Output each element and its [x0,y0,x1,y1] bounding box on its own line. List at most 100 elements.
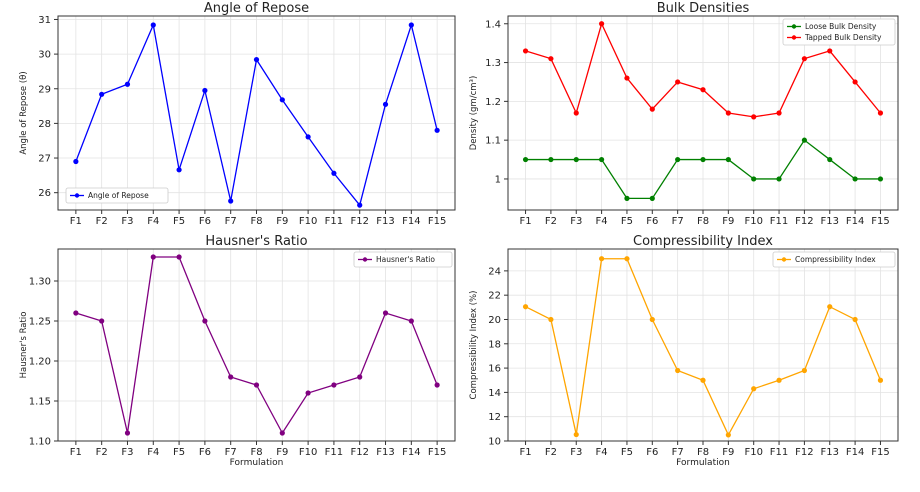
chart-panel-1: F1 F2 F3 F4 F5 F6 F7 F8 F9 F10 F11 F12 F13 F14 F15 26 27… [19,1,456,227]
x-tick-label: F14 [402,447,420,458]
data-point [548,56,554,62]
data-point [725,432,731,438]
data-point [176,167,182,173]
data-point [73,158,79,165]
y-tick-label: 16 [488,364,501,375]
x-tick-label: F5 [621,216,633,227]
x-axis-label: Formulation [676,458,730,468]
chart-panel-2: F1 F2 F3 F4 F5 F6 F7 F8 F9 F10 F11 F12 F13 F14 F15 1 1.1… [469,1,899,227]
legend: Loose Bulk Density Tapped Bulk Density [782,18,896,46]
x-tick-label: F3 [570,447,582,458]
x-tick-label: F12 [350,216,368,227]
y-tick-label: 14 [488,388,501,399]
x-tick-label: F5 [173,216,185,227]
data-point [150,22,156,28]
x-tick-label: F13 [376,447,394,458]
x-tick-label: F8 [697,216,709,227]
data-point [228,374,234,380]
x-tick-label: F1 [519,447,531,458]
x-tick-label: F2 [96,216,108,227]
legend: Angle of Repose [65,187,169,204]
y-tick-label: 22 [488,291,501,302]
data-point [649,316,655,323]
y-tick-label: 1.10 [29,437,51,448]
x-tick-label: F4 [596,447,608,458]
data-point [73,310,79,316]
data-point [725,110,731,116]
chart-panel-4: F1 F2 F3 F4 F5 F6 F7 F8 F9 F10 F11 F12 F13 F14 F15 10 12… [469,234,899,468]
x-tick-label: F6 [646,216,658,227]
x-tick-label: F10 [744,216,762,227]
x-tick-label: F6 [646,447,658,458]
data-point [700,87,706,93]
data-point [253,382,260,388]
x-tick-label: F9 [722,216,734,227]
data-point [751,386,757,392]
chart-title: Bulk Densities [657,1,750,16]
y-tick-label: 30 [38,50,51,61]
y-axis-label: Angle of Repose (θ) [19,71,29,154]
data-point [176,254,182,260]
data-point [202,87,208,94]
x-tick-label: F12 [795,216,813,227]
data-point [624,75,630,81]
y-tick-label: 1.15 [29,397,51,408]
data-point [877,110,884,116]
y-tick-label: 1 [495,174,501,185]
x-tick-label: F11 [770,216,788,227]
data-point [382,101,389,107]
x-tick-label: F15 [428,447,446,458]
data-point [877,176,884,182]
x-tick-label: F14 [402,216,420,227]
legend-box [772,251,896,268]
data-point [776,110,782,116]
legend-swatch-marker [791,24,797,29]
x-tick-label: F11 [770,447,788,458]
x-tick-label: F12 [795,447,813,458]
y-tick-label: 27 [38,154,51,165]
x-tick-label: F13 [821,447,839,458]
data-point [279,97,285,103]
data-point [751,114,757,120]
data-point [649,195,655,201]
legend-label: Tapped Bulk Density [804,33,882,42]
data-point [382,310,389,316]
legend-label: Angle of Repose [88,191,149,200]
data-point [548,156,554,163]
data-point [202,318,208,324]
data-point [573,156,579,163]
y-tick-label: 10 [488,437,501,448]
data-point [852,176,858,182]
x-tick-label: F3 [570,216,582,227]
x-tick-label: F4 [596,216,608,227]
y-tick-label: 24 [488,266,501,277]
data-point [700,377,706,383]
data-point [331,382,337,388]
x-tick-label: F3 [121,447,133,458]
data-point [852,79,858,85]
x-tick-label: F13 [821,216,839,227]
legend-swatch-marker [74,193,80,198]
grid [58,16,455,210]
data-point [649,106,655,112]
x-tick-label: F15 [871,447,889,458]
data-point [852,316,858,323]
data-point [228,198,234,204]
x-tick-label: F10 [299,216,317,227]
data-point [801,367,808,374]
data-point [700,156,706,163]
data-point [434,382,440,388]
data-point [434,127,440,133]
data-point [877,377,884,383]
data-point [827,156,833,163]
legend-box [782,18,896,46]
x-tick-label: F6 [199,447,211,458]
y-tick-label: 1.1 [485,136,501,147]
data-point [99,91,105,97]
data-point [150,254,156,260]
y-tick-label: 1.3 [485,58,501,69]
legend-swatch-marker [781,257,787,262]
legend-swatch-marker [791,35,797,40]
x-tick-label: F10 [744,447,762,458]
